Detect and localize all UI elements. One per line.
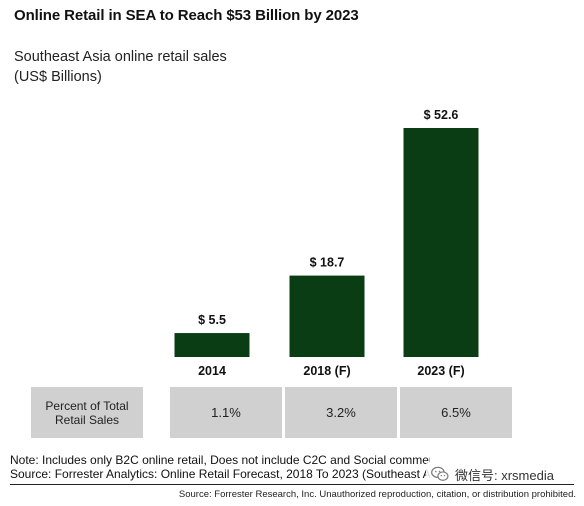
footnote-note: Note: Includes only B2C online retail, D… [10, 453, 430, 467]
percent-cell-2018: 3.2% [285, 387, 397, 438]
bar-2014 [174, 333, 250, 357]
bar-2018-f [289, 275, 365, 357]
subtitle-line-2: (US$ Billions) [14, 69, 102, 85]
footer-divider [10, 484, 574, 485]
chart-title: Online Retail in SEA to Reach $53 Billio… [14, 7, 359, 24]
chart-subtitle: Southeast Asia online retail sales (US$ … [14, 47, 227, 87]
category-label-2014: 2014 [198, 364, 226, 378]
value-label-2023-f: $ 52.6 [424, 108, 459, 122]
subtitle-line-1: Southeast Asia online retail sales [14, 49, 227, 65]
watermark-text: 微信号: xrsmedia [455, 467, 554, 483]
category-label-2023-f: 2023 (F) [417, 364, 464, 378]
credit-line: Source: Forrester Research, Inc. Unautho… [178, 489, 576, 500]
watermark: 微信号: xrsmedia [426, 462, 562, 486]
category-label-2018-f: 2018 (F) [303, 364, 350, 378]
row-label-line-2: Retail Sales [54, 412, 120, 427]
wechat-icon [431, 466, 449, 481]
value-label-2014: $ 5.5 [198, 313, 226, 327]
percent-cell-2023: 6.5% [400, 387, 512, 438]
footnote: Note: Includes only B2C online retail, D… [10, 453, 430, 481]
bar-chart: $ 5.5 2014 $ 18.7 2018 (F) $ 52.6 2023 (F) [174, 108, 479, 378]
percent-cell-2014: 1.1% [170, 387, 282, 438]
bar-2023-f [403, 128, 479, 357]
table-row-label: Percent of Total Retail Sales [31, 387, 143, 438]
row-label-line-1: Percent of Total [45, 398, 129, 413]
footnote-source: Source: Forrester Analytics: Online Reta… [10, 467, 430, 481]
value-label-2018-f: $ 18.7 [310, 256, 345, 270]
